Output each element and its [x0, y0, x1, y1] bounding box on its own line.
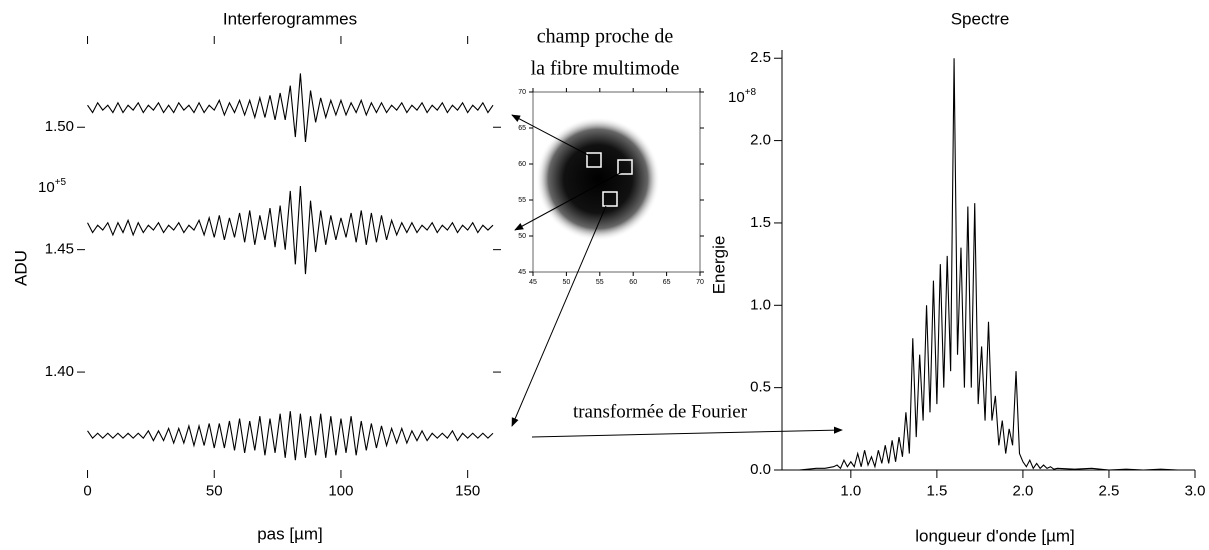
- arrow: [511, 114, 591, 157]
- x-tick-label: 65: [663, 279, 671, 286]
- sample-square: [602, 191, 618, 207]
- image-frame: [532, 91, 701, 273]
- y-tick-label: 2.5: [750, 49, 771, 66]
- x-tick-label: 50: [563, 279, 571, 286]
- multiplier-exponent: +5: [55, 177, 67, 188]
- annotation: la fibre multimode: [531, 58, 680, 80]
- y-tick-label: 1.0: [750, 296, 771, 313]
- axis-multiplier: 10+8: [728, 87, 757, 106]
- multiplier-base: 10: [728, 89, 745, 106]
- x-tick-label: 100: [328, 482, 353, 499]
- data-line: [87, 411, 494, 461]
- y-tick-label: 50: [518, 233, 526, 240]
- y-tick-label: 45: [518, 269, 526, 276]
- x-tick-label: 2.0: [1012, 482, 1033, 499]
- y-axis-label: ADU: [11, 250, 30, 286]
- annotations-layer: [511, 114, 843, 438]
- x-tick-label: 3.0: [1185, 482, 1206, 499]
- data-line: [782, 58, 1195, 471]
- y-tick-label: 1.50: [45, 118, 74, 135]
- x-axis-label: longueur d'onde [µm]: [915, 526, 1075, 545]
- y-tick-label: 70: [518, 89, 526, 96]
- y-tick-label: 60: [518, 161, 526, 168]
- x-tick-label: 70: [696, 279, 704, 286]
- arrow: [531, 426, 843, 438]
- x-tick-label: 150: [455, 482, 480, 499]
- arrow: [511, 205, 607, 427]
- sample-square: [586, 152, 602, 168]
- annotation: champ proche de: [537, 26, 674, 48]
- y-tick-label: 0.0: [750, 461, 771, 478]
- multiplier-exponent: +8: [745, 87, 757, 98]
- near-field-image: [536, 117, 660, 241]
- inset: [532, 91, 701, 273]
- data-line: [87, 185, 494, 275]
- data-line: [87, 73, 494, 142]
- x-tick-label: 60: [629, 279, 637, 286]
- axis-multiplier: 10+5: [38, 177, 67, 196]
- y-tick-label: 0.5: [750, 379, 771, 396]
- x-tick-label: 0: [83, 482, 91, 499]
- y-tick-label: 1.45: [45, 241, 74, 258]
- x-tick-label: 1.0: [840, 482, 861, 499]
- y-tick-label: 2.0: [750, 132, 771, 149]
- chart-title: Spectre: [951, 9, 1010, 28]
- x-axis-label: pas [µm]: [257, 524, 323, 543]
- y-tick-label: 55: [518, 197, 526, 204]
- x-tick-label: 1.5: [926, 482, 947, 499]
- x-tick-label: 55: [596, 279, 604, 286]
- y-tick-label: 1.40: [45, 363, 74, 380]
- x-tick-label: 45: [529, 279, 537, 286]
- multiplier-base: 10: [38, 179, 55, 196]
- sample-square: [617, 159, 633, 175]
- y-tick-label: 1.5: [750, 214, 771, 231]
- x-tick-label: 50: [206, 482, 223, 499]
- y-axis-label: Energie: [709, 236, 728, 295]
- x-tick-label: 2.5: [1099, 482, 1120, 499]
- annotation: transformée de Fourier: [573, 401, 748, 422]
- chart-title: Interferogrammes: [223, 9, 357, 28]
- arrow: [514, 171, 623, 231]
- y-tick-label: 65: [518, 125, 526, 132]
